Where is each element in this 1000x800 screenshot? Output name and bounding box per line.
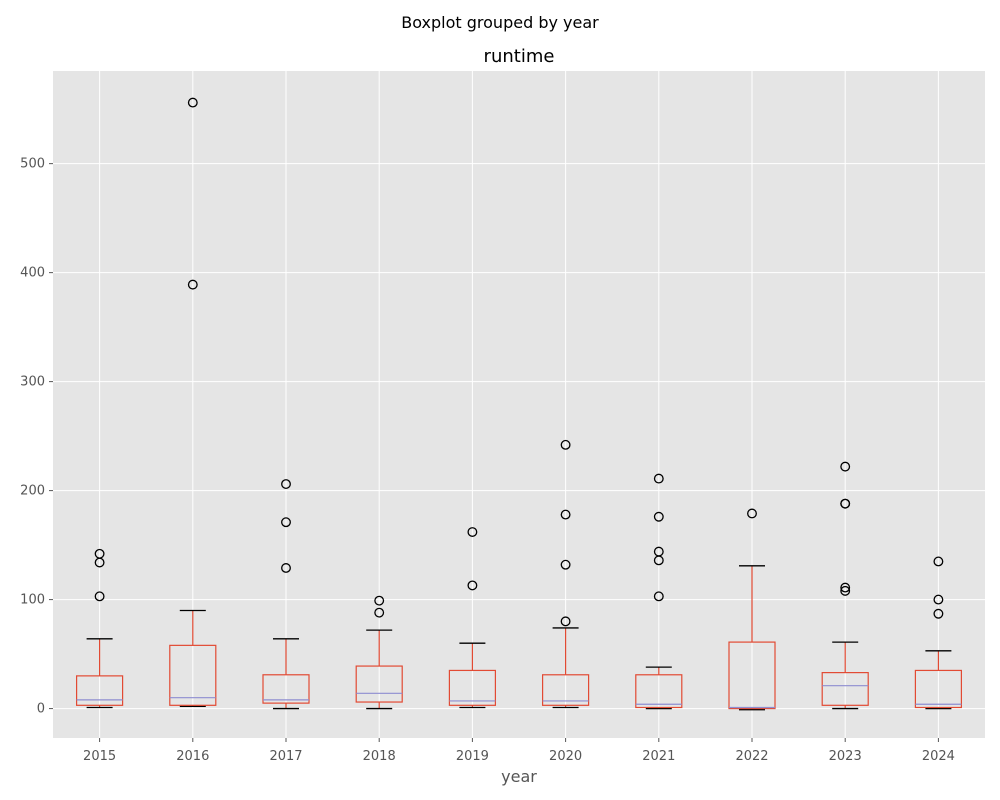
box-iqr xyxy=(635,674,683,709)
figure-suptitle: Boxplot grouped by year xyxy=(401,13,599,32)
x-tick-label: 2016 xyxy=(176,749,209,764)
outlier-point xyxy=(653,473,664,484)
outlier-point xyxy=(933,608,944,619)
outlier-point xyxy=(94,548,105,559)
box-iqr xyxy=(448,669,496,706)
outlier-point xyxy=(653,546,664,557)
x-tick-label: 2021 xyxy=(642,749,675,764)
outlier-point xyxy=(840,582,851,593)
box-iqr xyxy=(75,675,124,706)
outlier-point xyxy=(187,279,198,290)
box-iqr xyxy=(728,641,776,710)
x-tick-label: 2019 xyxy=(456,749,489,764)
outlier-point xyxy=(281,563,291,573)
plot-area xyxy=(53,71,985,738)
box-iqr xyxy=(262,674,310,704)
outlier-point xyxy=(374,607,385,618)
box-iqr xyxy=(541,674,590,706)
outlier-point xyxy=(560,509,571,520)
y-tick-label: 500 xyxy=(20,157,45,172)
outlier-point xyxy=(281,479,291,490)
chart-title: runtime xyxy=(484,46,555,67)
x-tick-label: 2017 xyxy=(269,749,302,764)
box-iqr xyxy=(821,672,869,706)
outlier-point xyxy=(374,595,385,606)
outlier-point xyxy=(187,97,198,108)
x-tick-label: 2024 xyxy=(922,749,955,764)
x-tick-label: 2023 xyxy=(829,749,862,764)
y-tick-label: 400 xyxy=(20,266,45,281)
outlier-point xyxy=(560,439,571,450)
x-tick-label: 2018 xyxy=(363,749,396,764)
outlier-point xyxy=(840,498,851,509)
box-iqr xyxy=(355,665,403,703)
box-iqr xyxy=(169,644,217,706)
outlier-point xyxy=(560,616,571,627)
outlier-point xyxy=(840,585,851,596)
outlier-point xyxy=(747,508,757,519)
outlier-point xyxy=(560,559,571,570)
x-tick-label: 2022 xyxy=(735,749,768,764)
y-tick-label: 200 xyxy=(20,484,45,499)
x-tick-label: 2020 xyxy=(549,749,582,764)
box-iqr xyxy=(914,669,963,709)
outlier-point xyxy=(467,580,478,591)
outlier-point xyxy=(653,511,664,522)
x-axis-label: year xyxy=(501,767,537,786)
x-tick-label: 2015 xyxy=(83,749,116,764)
outlier-point xyxy=(933,594,944,605)
y-tick-label: 0 xyxy=(37,702,45,717)
y-tick-label: 300 xyxy=(20,375,45,390)
outlier-point xyxy=(281,517,291,528)
outlier-point xyxy=(840,461,851,472)
y-tick-label: 100 xyxy=(20,593,45,608)
outlier-point xyxy=(467,527,478,537)
outlier-point xyxy=(933,556,944,567)
outlier-point xyxy=(94,591,105,602)
outlier-point xyxy=(653,591,664,602)
